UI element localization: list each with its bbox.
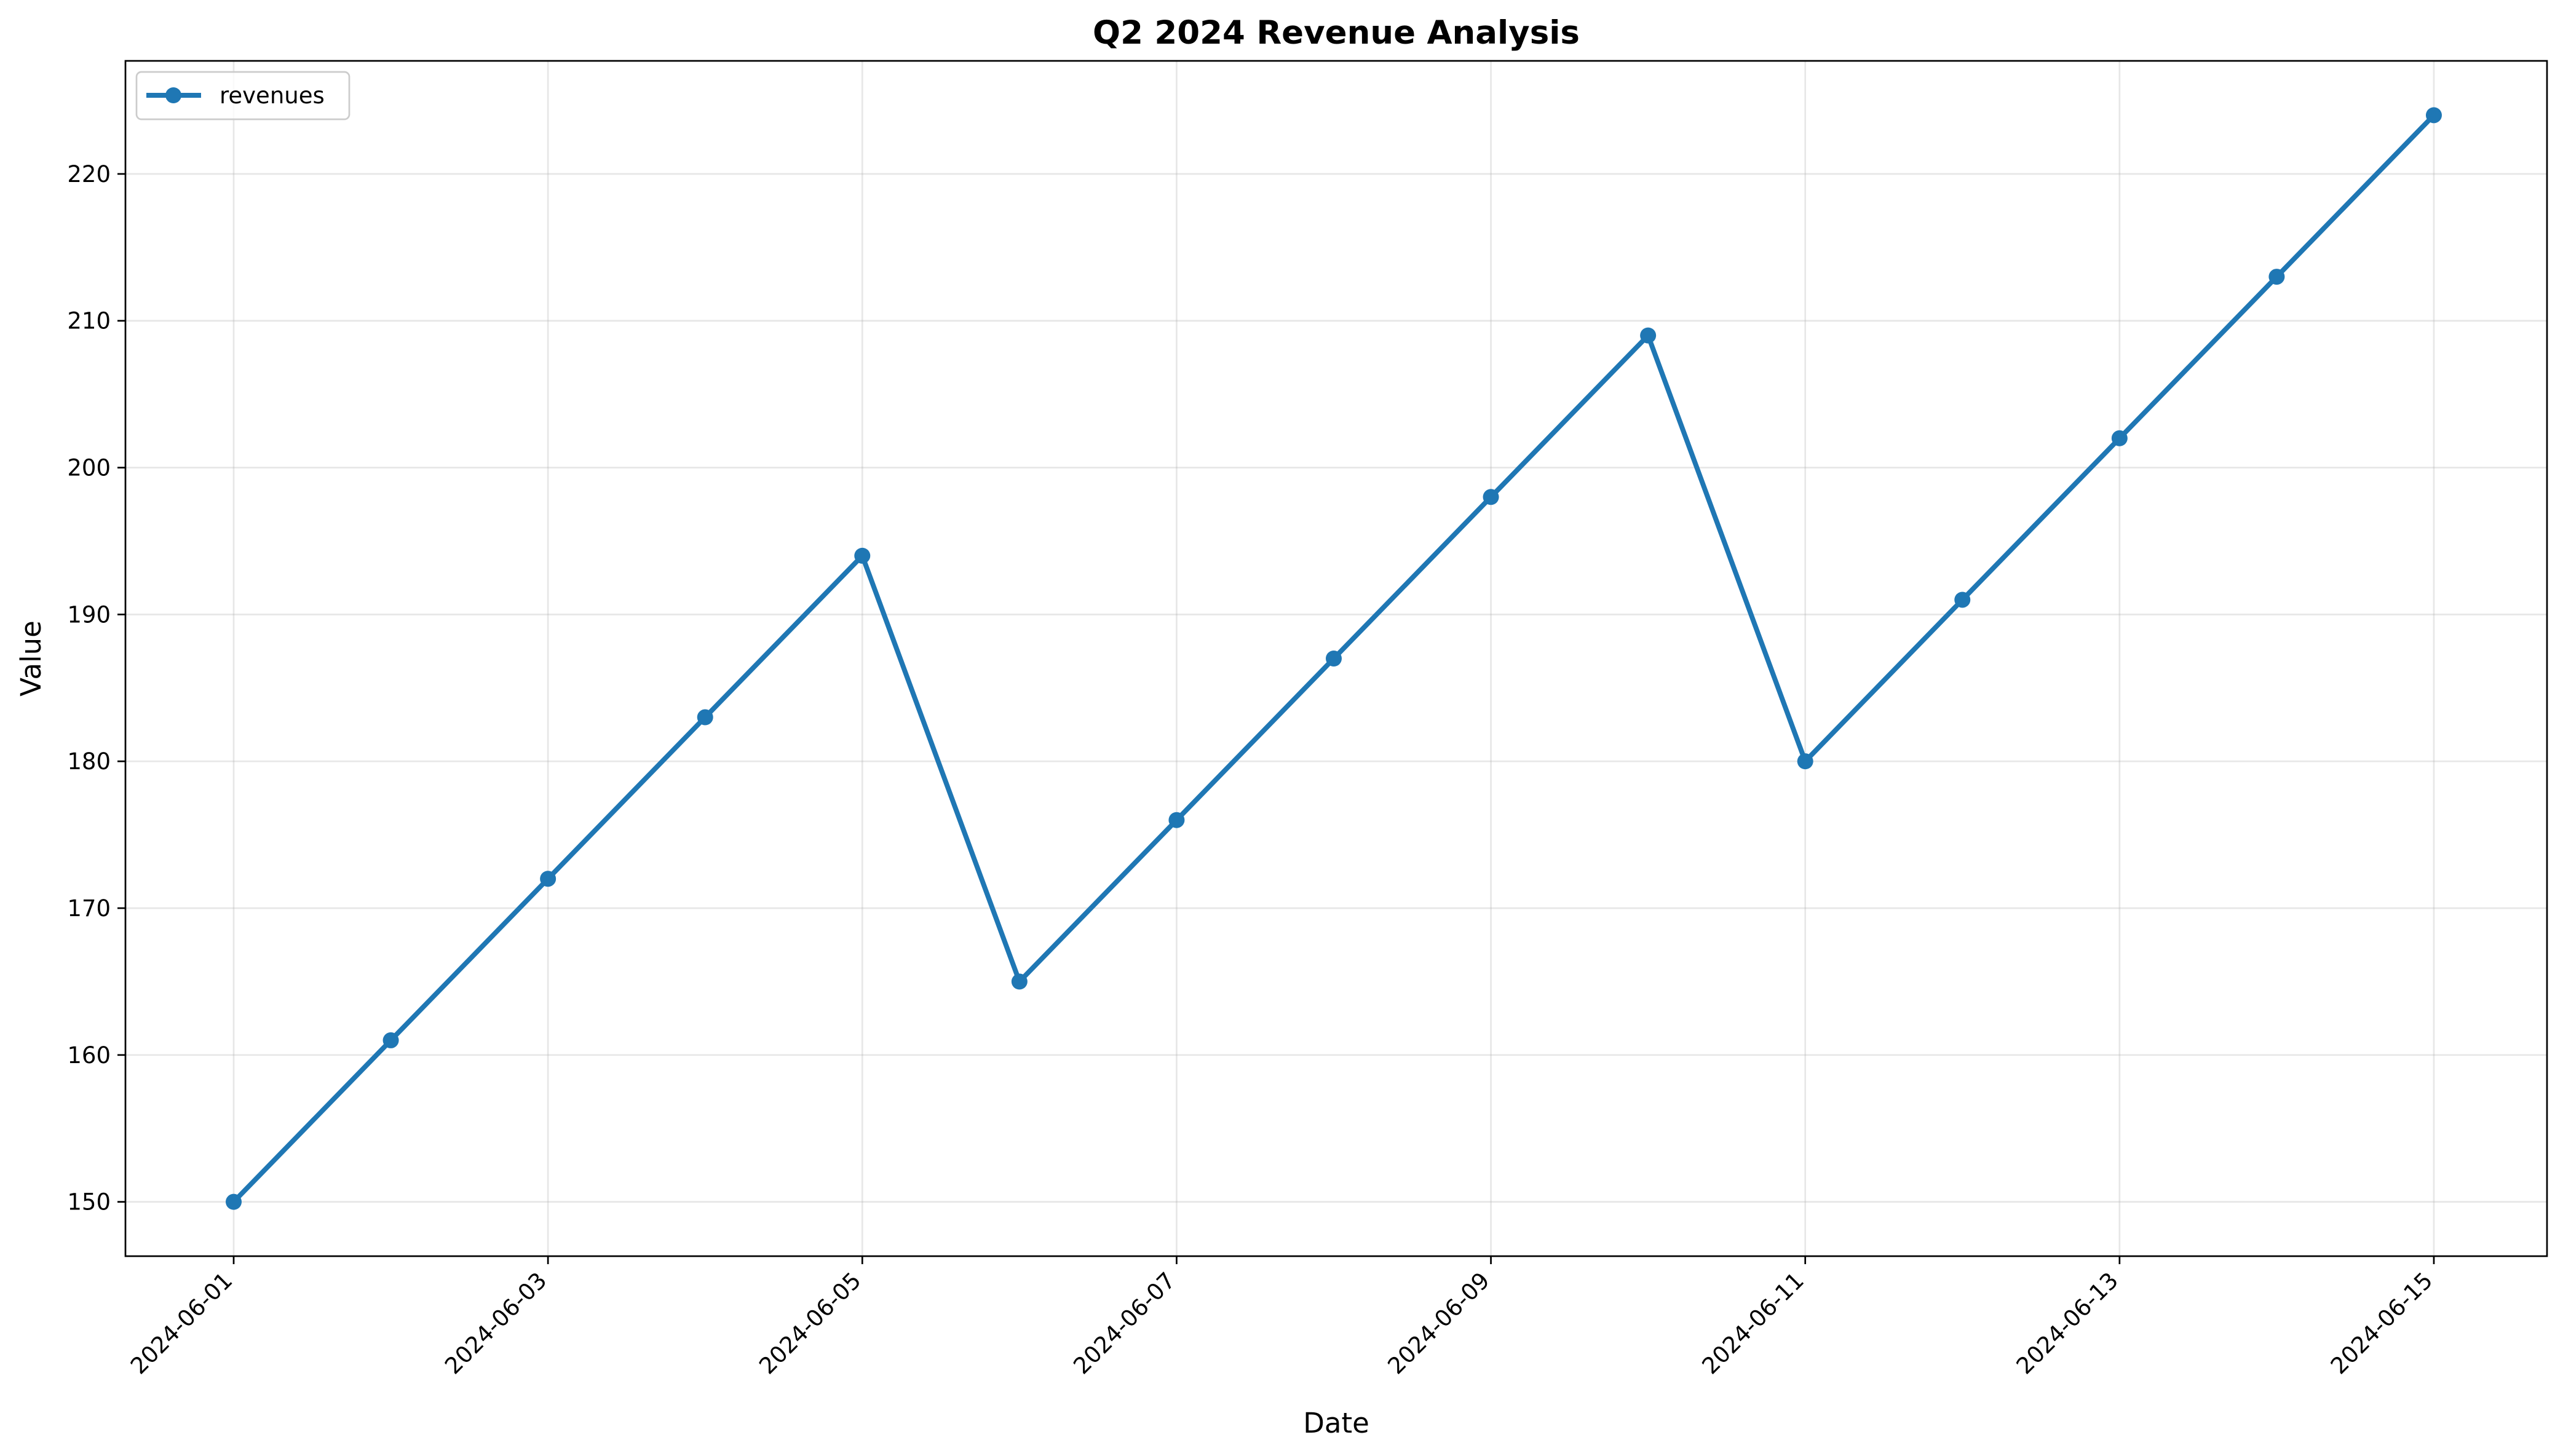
data-point — [697, 709, 713, 726]
y-tick-label: 170 — [67, 895, 111, 922]
data-point — [2425, 107, 2442, 124]
data-point — [2111, 430, 2128, 446]
y-tick-label: 220 — [67, 161, 111, 188]
y-tick-label: 200 — [67, 455, 111, 481]
grid — [125, 61, 2547, 1256]
y-tick-label: 160 — [67, 1042, 111, 1069]
y-tick-label: 210 — [67, 308, 111, 334]
plot-frame — [124, 60, 2548, 1257]
data-point — [1640, 327, 1657, 344]
y-tick-label: 180 — [67, 748, 111, 775]
data-point — [1954, 592, 1971, 608]
data-point — [1797, 753, 1813, 770]
data-point — [382, 1032, 399, 1048]
legend-box — [135, 71, 351, 121]
legend-dot-marker — [165, 87, 181, 103]
y-tick-label: 190 — [67, 601, 111, 628]
x-axis-label: Date — [1303, 1407, 1369, 1439]
y-tick-label: 150 — [67, 1189, 111, 1216]
legend: revenues — [135, 71, 351, 121]
data-point — [1168, 812, 1185, 828]
chart-title: Q2 2024 Revenue Analysis — [1093, 14, 1580, 52]
data-point — [1325, 651, 1342, 667]
data-point — [2268, 269, 2285, 285]
series-layer — [226, 107, 2442, 1210]
data-point — [540, 871, 557, 887]
y-axis-label: Value — [15, 620, 47, 697]
data-point — [226, 1193, 242, 1210]
data-point — [854, 547, 871, 564]
legend-label: revenues — [220, 82, 325, 109]
data-point — [1483, 489, 1499, 505]
data-point — [1011, 973, 1028, 990]
